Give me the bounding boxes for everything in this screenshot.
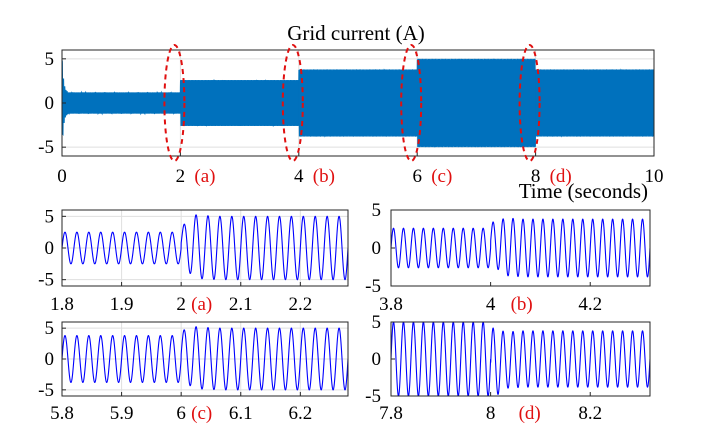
zoom-plot-d: 7.8 8 8.2 -5 0 5 (d) bbox=[365, 312, 651, 424]
x-tick-label: 6.2 bbox=[288, 403, 312, 424]
y-tick-label: -5 bbox=[365, 386, 381, 407]
marker-ellipse bbox=[281, 44, 304, 162]
x-tick-label: 8 bbox=[531, 166, 541, 187]
zoom-plot-c: 5.8 5.9 6 6.1 6.2 -5 0 5 (c) bbox=[38, 318, 349, 424]
x-tick-label: 6 bbox=[412, 166, 422, 187]
marker-label: (d) bbox=[550, 166, 572, 187]
y-tick-label: 0 bbox=[45, 238, 55, 259]
y-tick-label: -5 bbox=[38, 270, 54, 291]
x-tick-label: 2.1 bbox=[229, 294, 253, 315]
y-tick-label: 5 bbox=[45, 318, 55, 339]
series-envelope-band bbox=[417, 58, 536, 148]
x-tick-label: 6.1 bbox=[229, 403, 253, 424]
series-zoom-current bbox=[391, 217, 650, 278]
series-zoom-current bbox=[62, 214, 348, 281]
x-tick-label: 2 bbox=[176, 166, 186, 187]
x-tick-label: 5.8 bbox=[50, 403, 74, 424]
marker-ellipse bbox=[163, 44, 186, 162]
x-tick-label: 4.2 bbox=[578, 294, 602, 315]
y-tick-label: 5 bbox=[372, 312, 382, 333]
marker-ellipse bbox=[518, 44, 541, 162]
x-tick-label: 0 bbox=[57, 166, 67, 187]
main-chart: Grid current (A) 0 2 4 6 8 10-505(a) (b) (c) (d)… bbox=[38, 21, 663, 203]
y-tick-label: 5 bbox=[45, 49, 55, 70]
x-tick-label: 8 bbox=[486, 403, 496, 424]
series-envelope-band bbox=[62, 92, 181, 114]
y-tick-label: -5 bbox=[38, 137, 54, 158]
main-plot: 0 2 4 6 8 10-505(a) (b) (c) (d) bbox=[38, 44, 664, 187]
x-tick-label: 10 bbox=[645, 166, 664, 187]
y-tick-label: 5 bbox=[45, 206, 55, 227]
marker-ellipse bbox=[400, 44, 423, 162]
y-tick-label: -5 bbox=[365, 276, 381, 297]
zoom-marker-label: (b) bbox=[511, 294, 533, 315]
y-tick-label: 0 bbox=[45, 93, 55, 114]
y-tick-label: 0 bbox=[45, 349, 55, 370]
y-tick-label: 0 bbox=[372, 238, 382, 259]
zoom-marker-label: (c) bbox=[191, 403, 212, 424]
x-tick-label: 3.8 bbox=[379, 294, 403, 315]
x-tick-label: 1.9 bbox=[110, 294, 134, 315]
x-tick-label: 5.9 bbox=[110, 403, 134, 424]
main-xlabel: Time (seconds) bbox=[519, 179, 648, 203]
main-title: Grid current (A) bbox=[287, 21, 425, 45]
series-envelope-band bbox=[535, 69, 654, 137]
y-tick-label: 0 bbox=[372, 349, 382, 370]
series-envelope-band bbox=[180, 80, 299, 126]
series-envelope-band bbox=[298, 69, 418, 137]
x-tick-label: 7.8 bbox=[379, 403, 403, 424]
marker-label: (a) bbox=[194, 166, 215, 187]
series-zoom-current bbox=[62, 326, 348, 391]
x-tick-label: 6 bbox=[176, 403, 186, 424]
x-tick-label: 8.2 bbox=[578, 403, 602, 424]
zoom-marker-label: (d) bbox=[519, 403, 541, 424]
zoom-plot-a: 1.8 1.9 2 2.1 2.2 -5 0 5 (a) bbox=[38, 206, 349, 315]
marker-label: (b) bbox=[313, 166, 335, 187]
y-tick-label: 5 bbox=[372, 200, 382, 221]
x-tick-label: 2 bbox=[176, 294, 186, 315]
series-zoom-current bbox=[391, 322, 650, 396]
x-tick-label: 2.2 bbox=[288, 294, 312, 315]
zoom-marker-label: (a) bbox=[191, 294, 212, 315]
y-tick-label: -5 bbox=[38, 380, 54, 401]
marker-label: (c) bbox=[431, 166, 452, 187]
x-tick-label: 4 bbox=[486, 294, 496, 315]
x-tick-label: 4 bbox=[294, 166, 304, 187]
zoom-plot-b: 3.8 4 4.2 -5 0 5 (b) bbox=[365, 200, 651, 315]
x-tick-label: 1.8 bbox=[50, 294, 74, 315]
